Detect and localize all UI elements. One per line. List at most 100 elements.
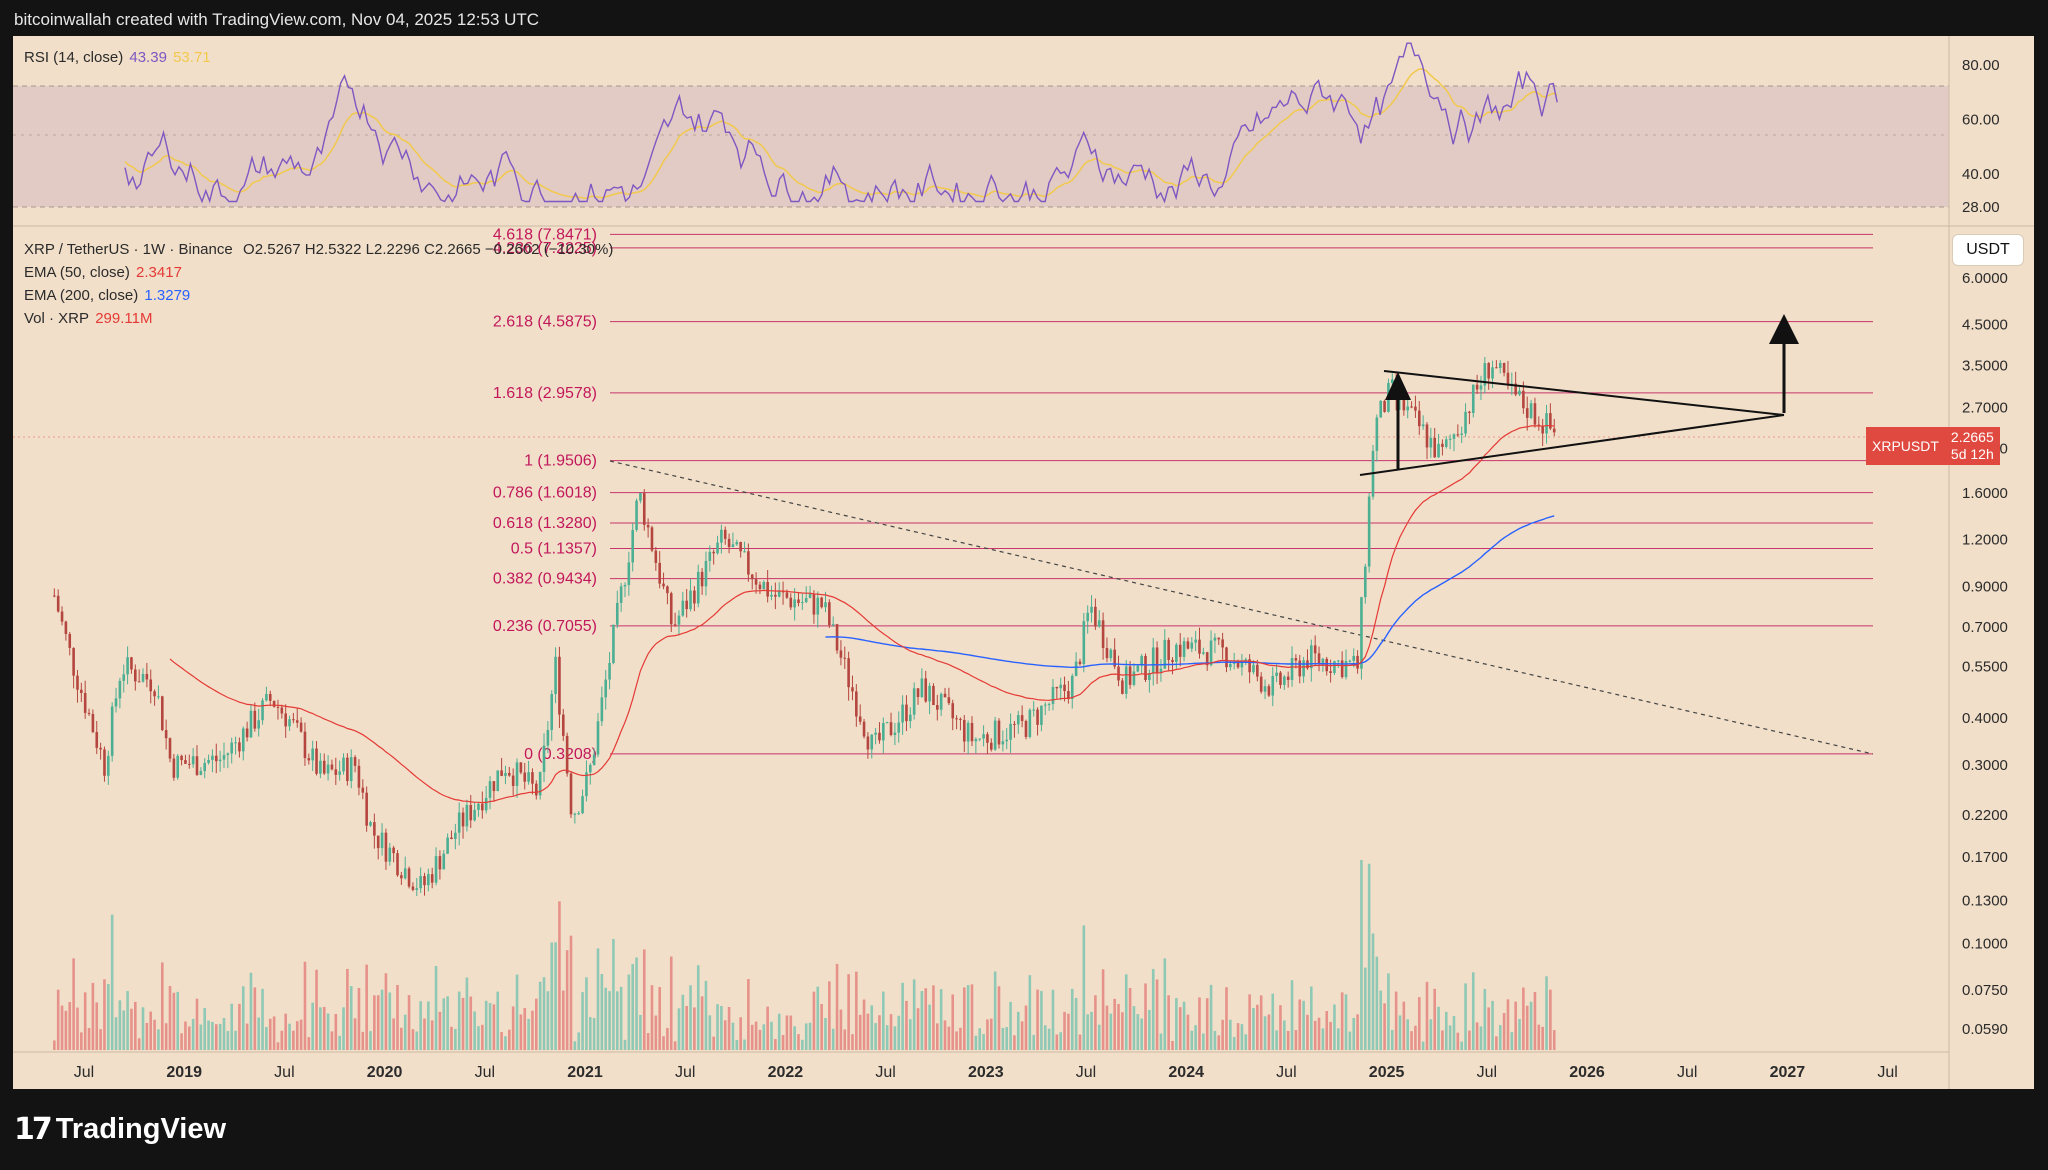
volume-bar [1502,1012,1506,1050]
price-tag-countdown: 5d 12h [1950,446,1994,462]
volume-bar [538,981,542,1050]
volume-bar [434,965,438,1050]
volume-bar [1437,1006,1440,1050]
volume-bar [76,1007,79,1050]
candle-body [1005,739,1009,742]
volume-bar [558,901,561,1050]
candle-body [689,590,692,610]
candle-body [1491,367,1494,379]
candle-body [897,722,901,733]
volume-bar [554,942,557,1050]
candle-body [504,772,507,776]
volume-bar [361,1031,365,1050]
candle-body [608,663,611,680]
candle-body [361,787,365,793]
volume-bar [253,987,257,1050]
volume-bar [546,991,550,1050]
volume-bar [187,1026,191,1050]
volume-bar [1298,999,1302,1050]
volume-bar [866,1013,870,1050]
ema200-legend: EMA (200, close) 1.3279 [24,287,192,304]
volume-bar [1167,995,1170,1050]
volume-bar [218,1023,222,1050]
candle-body [1302,660,1305,677]
volume-bar [149,1011,153,1050]
rsi-ma-line [124,68,1558,200]
candle-body [392,847,395,854]
volume-bar [592,1017,596,1050]
candle-body [1202,652,1205,654]
price-tick-label: 0.7000 [1962,619,2008,636]
candle-body [1163,639,1167,669]
volume-bar [1510,1032,1514,1050]
candle-body [423,876,426,886]
volume-bar [959,1027,962,1050]
currency-button[interactable]: USDT [1953,235,2023,265]
rsi-tick-label: 80.00 [1962,57,2000,74]
candle-body [292,719,295,721]
candle-body [207,759,210,763]
volume-bar [762,1024,766,1050]
volume-bar [1097,1024,1101,1050]
candle-body [966,722,970,742]
rsi-band [13,86,1949,207]
volume-bar [561,990,565,1050]
volume-bar [168,985,172,1050]
volume-bar [716,1004,719,1050]
price-tag-price: 2.2665 [1950,429,1994,445]
candle-body [334,769,338,775]
candle-body [1263,686,1267,692]
candle-body [1094,606,1097,627]
volume-bar [137,1038,141,1050]
price-tick-label: 3.5000 [1962,358,2008,375]
volume-bar [774,1039,777,1050]
candle-body [1090,606,1093,613]
volume-bar [1136,1014,1140,1050]
volume-bar [392,1018,395,1050]
volume-bar [932,985,935,1050]
candle-body [1244,659,1248,661]
candle-body [461,812,465,827]
volume-bar [916,1008,920,1050]
ema200-label: EMA (200, close) [24,287,139,304]
candle-body [311,748,314,761]
volume-bar [843,1029,847,1050]
candle-body [87,712,91,714]
candle-body [76,675,79,690]
candle-body [349,757,353,782]
volume-bar [924,988,928,1050]
volume-bar [1020,1021,1024,1050]
volume-bar [1221,1019,1224,1050]
ema50-line [169,424,1555,804]
candle-body [157,696,160,698]
volume-bar [195,998,199,1050]
candle-body [712,551,715,554]
volume-bar [1271,993,1275,1050]
candle-body [916,688,920,698]
volume-bar [199,1024,203,1050]
candle-body [758,584,762,590]
volume-bar [754,1021,758,1050]
candle-body [315,748,318,774]
tradingview-brand[interactable]: 17 TradingView [14,1112,226,1147]
candle-body [508,772,511,776]
candle-body [1043,704,1047,706]
candle-body [130,657,133,670]
volume-bar [855,971,858,1050]
candle-body [1117,666,1120,681]
volume-bar [1109,1013,1113,1050]
chart-frame[interactable] [13,36,2034,1089]
candle-body [820,597,823,608]
candle-body [909,714,912,722]
candle-body [731,544,735,548]
candle-body [1344,661,1348,678]
fib-level-label: 2.618 (4.5875) [493,314,597,331]
fib-level-label: 0 (0.3208) [524,746,597,763]
volume-bar [184,1021,187,1050]
candle-body [1333,661,1336,673]
candle-body [1279,672,1282,685]
volume-bar [230,1003,233,1050]
candle-body [577,813,581,815]
volume-bar [550,942,554,1050]
